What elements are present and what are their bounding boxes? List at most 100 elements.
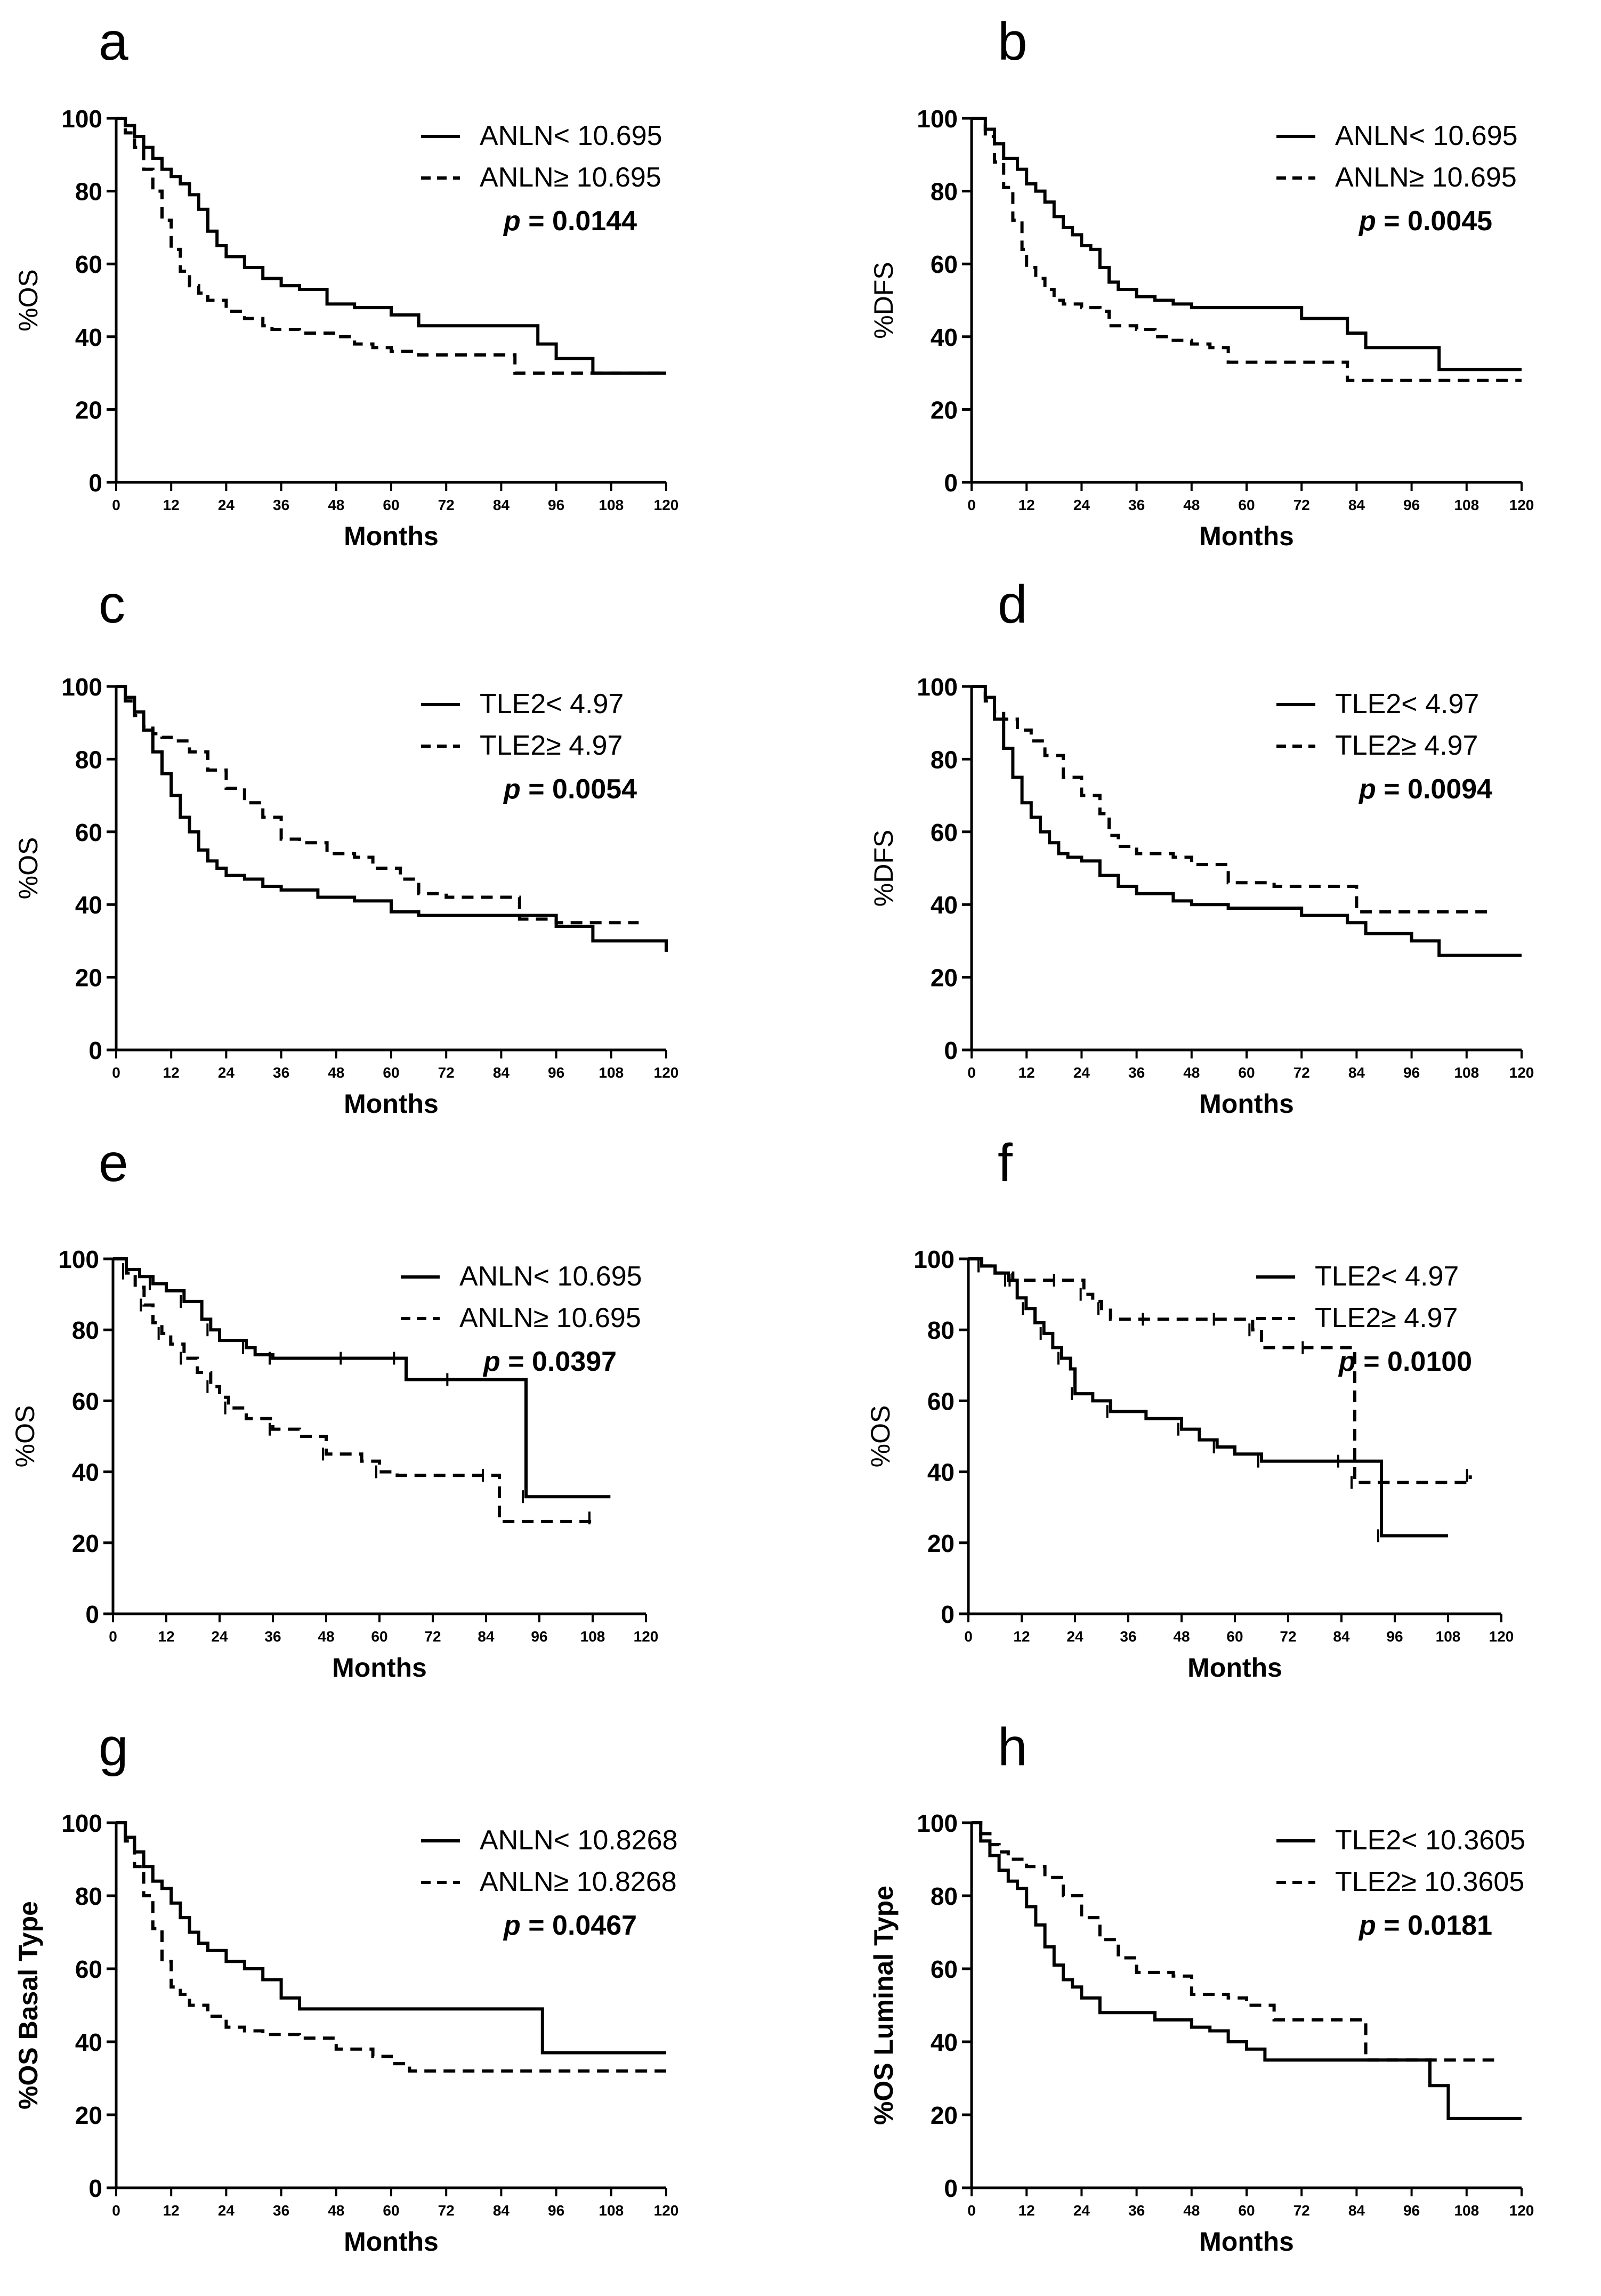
x-tick-label: 0 [967, 2202, 976, 2219]
y-tick-label: 80 [75, 746, 102, 773]
x-tick-label: 84 [493, 497, 510, 513]
x-tick-label: 12 [1018, 1064, 1035, 1081]
x-tick-label: 120 [1509, 497, 1534, 513]
x-tick-label: 96 [531, 1628, 547, 1645]
y-tick-label: 100 [917, 105, 958, 133]
x-tick-label: 96 [548, 2202, 564, 2219]
x-tick-label: 96 [1403, 497, 1420, 513]
panel-c: c 0 20 40 60 80 100 0 12 24 36 48 60 72 84 96 108 120 Mont… [13, 575, 678, 1119]
legend-label: ANLN< 10.695 [480, 120, 662, 151]
series-line-low [113, 1257, 611, 1499]
p-value-symbol: p [482, 1346, 500, 1377]
legend-label: TLE2< 10.3605 [1335, 1825, 1525, 1856]
x-tick-label: 72 [1293, 2202, 1310, 2219]
y-tick-label: 80 [927, 1316, 955, 1344]
x-tick-label: 48 [328, 497, 344, 513]
p-value: p = 0.0397 [482, 1346, 617, 1377]
x-tick-label: 108 [599, 497, 624, 513]
y-tick-label: 60 [72, 1387, 99, 1415]
y-tick-label: 40 [931, 2028, 958, 2056]
panel-letter: h [998, 1717, 1028, 1777]
x-tick-label: 12 [163, 2202, 180, 2219]
x-tick-label: 12 [163, 497, 180, 513]
y-tick-label: 0 [941, 1600, 955, 1628]
y-tick-label: 100 [58, 1246, 99, 1273]
series-line-high [972, 117, 1522, 382]
legend-label: ANLN< 10.8268 [480, 1825, 678, 1856]
legend-label: ANLN< 10.695 [1335, 120, 1518, 151]
x-tick-label: 24 [1073, 2202, 1090, 2219]
x-tick-label: 60 [371, 1628, 387, 1645]
x-axis-label: Months [1199, 2227, 1294, 2257]
y-tick-label: 20 [931, 964, 958, 992]
y-axis-label: %OS [13, 269, 43, 332]
y-axis-label: %OS [13, 837, 43, 900]
x-tick-label: 108 [1454, 1064, 1479, 1081]
x-tick-label: 0 [112, 2202, 120, 2219]
y-tick-label: 60 [75, 1955, 102, 1983]
y-tick-label: 60 [927, 1387, 955, 1415]
x-tick-label: 72 [438, 497, 455, 513]
x-tick-label: 36 [273, 1064, 289, 1081]
y-tick-label: 80 [72, 1316, 99, 1344]
x-tick-label: 24 [218, 2202, 235, 2219]
legend-label: TLE2< 4.97 [1315, 1261, 1459, 1292]
legend-label: TLE2≥ 4.97 [1315, 1303, 1458, 1333]
legend-label: ANLN≥ 10.695 [1335, 162, 1517, 193]
x-tick-label: 108 [599, 2202, 624, 2219]
series-line-low [116, 1821, 666, 2055]
x-tick-label: 96 [1386, 1628, 1403, 1645]
x-tick-label: 72 [438, 1064, 455, 1081]
series-line-low [116, 685, 668, 952]
legend-label: TLE2≥ 4.97 [1335, 730, 1478, 761]
x-tick-label: 96 [548, 1064, 564, 1081]
y-tick-label: 80 [931, 178, 958, 206]
x-tick-label: 84 [1348, 497, 1365, 513]
y-tick-label: 20 [927, 1530, 955, 1557]
p-value: p = 0.0181 [1358, 1910, 1492, 1941]
y-tick-label: 40 [931, 324, 958, 351]
x-tick-label: 24 [1073, 497, 1090, 513]
y-tick-label: 60 [75, 250, 102, 278]
x-tick-label: 24 [218, 1064, 235, 1081]
x-tick-label: 36 [1128, 2202, 1145, 2219]
y-tick-label: 40 [75, 2028, 102, 2056]
y-axis-label: %OS Basal Type [13, 1901, 43, 2109]
x-tick-label: 120 [1509, 1064, 1534, 1081]
y-axis-label: %DFS [869, 262, 899, 338]
x-axis-label: Months [344, 2227, 439, 2257]
x-tick-label: 120 [654, 2202, 679, 2219]
x-tick-label: 36 [273, 497, 289, 513]
x-tick-label: 60 [383, 497, 399, 513]
x-axis-label: Months [1199, 1089, 1294, 1119]
y-axis-label: %OS [10, 1405, 40, 1468]
series-line-low [116, 117, 666, 375]
y-tick-label: 20 [75, 396, 102, 424]
y-tick-label: 20 [72, 1530, 99, 1557]
p-value-text: = 0.0054 [521, 774, 637, 805]
y-tick-label: 40 [72, 1459, 99, 1486]
p-value-symbol: p [503, 774, 521, 805]
p-value: p = 0.0467 [503, 1910, 637, 1941]
p-value-text: = 0.0144 [521, 206, 637, 237]
x-tick-label: 84 [493, 1064, 510, 1081]
series-line-high [116, 685, 639, 925]
p-value-text: = 0.0045 [1376, 206, 1492, 237]
y-tick-label: 20 [931, 2101, 958, 2129]
y-tick-label: 80 [75, 1882, 102, 1910]
y-axis-label: %DFS [869, 830, 899, 907]
panel-letter: c [99, 575, 125, 634]
y-tick-label: 0 [944, 469, 958, 497]
y-tick-label: 60 [931, 250, 958, 278]
y-tick-label: 60 [75, 819, 102, 846]
x-axis-label: Months [332, 1653, 427, 1683]
x-tick-label: 60 [1238, 1064, 1255, 1081]
y-tick-label: 20 [75, 964, 102, 992]
y-tick-label: 40 [931, 891, 958, 919]
legend-label: ANLN≥ 10.8268 [480, 1866, 677, 1897]
y-tick-label: 80 [931, 1882, 958, 1910]
x-tick-label: 60 [383, 2202, 399, 2219]
y-tick-label: 0 [944, 1037, 958, 1064]
panel-letter: g [99, 1717, 128, 1777]
